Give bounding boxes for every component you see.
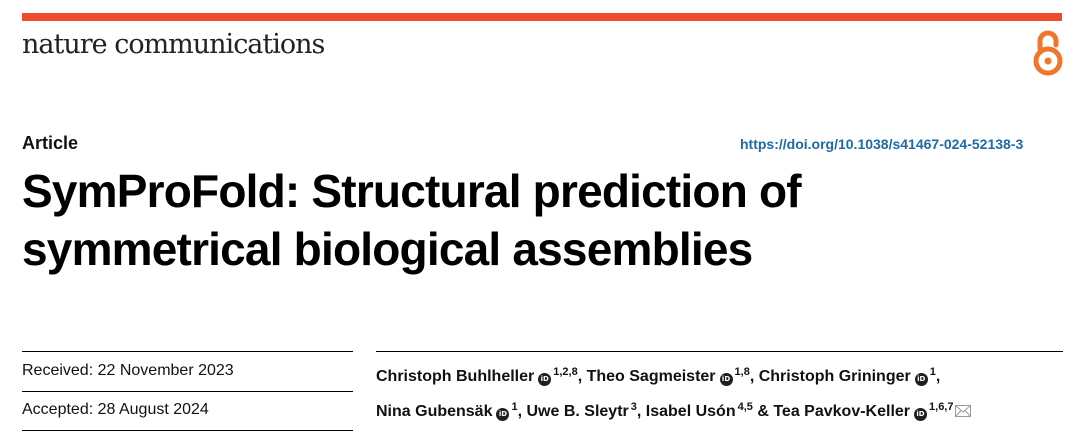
author[interactable]: Isabel Usón 4,5: [645, 401, 753, 420]
author-separator: ,: [935, 368, 941, 385]
accepted-label: Accepted:: [22, 401, 94, 418]
orcid-icon[interactable]: iD: [914, 373, 928, 386]
author-affiliations: 1,2,8: [553, 366, 578, 378]
dates-bottom-rule: [22, 430, 353, 431]
author-name: Christoph Buhlheller: [376, 368, 535, 385]
accepted-value: 28 August 2024: [97, 401, 209, 418]
author-separator: &: [752, 403, 774, 420]
received-value: 22 November 2023: [97, 362, 234, 379]
accepted-date: Accepted: 28 August 2024: [22, 401, 209, 419]
author[interactable]: Uwe B. Sleytr 3: [526, 401, 637, 420]
author-name: Theo Sagmeister: [586, 368, 716, 385]
author-separator: ,: [517, 403, 527, 420]
article-type: Article: [22, 133, 79, 153]
author[interactable]: Christoph Grininger iD1: [758, 366, 936, 386]
author-affiliations: 3: [630, 401, 637, 413]
author-separator: ,: [636, 403, 646, 420]
author-affiliations: 1,6,7: [929, 401, 954, 413]
received-date: Received: 22 November 2023: [22, 362, 234, 380]
envelope-icon[interactable]: [955, 405, 972, 417]
author-name: Uwe B. Sleytr: [526, 403, 629, 420]
author-separator: ,: [577, 368, 587, 385]
dates-top-rule: [22, 351, 353, 352]
journal-accent-bar: [22, 13, 1062, 21]
author-name: Christoph Grininger: [758, 368, 911, 385]
author[interactable]: Theo Sagmeister iD1,8: [586, 366, 750, 386]
authors-top-rule: [376, 351, 1063, 352]
doi-link[interactable]: https://doi.org/10.1038/s41467-024-52138…: [740, 136, 1024, 152]
author[interactable]: Nina Gubensäk iD1: [376, 401, 518, 421]
author-affiliations: 4,5: [737, 401, 753, 413]
author-name: Tea Pavkov-Keller: [773, 403, 911, 420]
author-list: Christoph Buhlheller iD1,2,8, Theo Sagmei…: [376, 357, 1066, 427]
dates-divider: [22, 391, 353, 392]
orcid-icon[interactable]: iD: [496, 408, 510, 421]
author-affiliations: 1: [511, 401, 518, 413]
orcid-icon[interactable]: iD: [914, 408, 928, 421]
article-title-line-2: symmetrical biological assemblies: [22, 223, 753, 275]
journal-name: nature communications: [22, 29, 325, 60]
open-access-icon: [1033, 30, 1063, 76]
author-name: Nina Gubensäk: [376, 403, 493, 420]
author[interactable]: Tea Pavkov-Keller iD1,6,7: [773, 401, 972, 421]
orcid-icon[interactable]: iD: [538, 373, 552, 386]
orcid-icon[interactable]: iD: [719, 373, 733, 386]
received-label: Received:: [22, 362, 94, 379]
author[interactable]: Christoph Buhlheller iD1,2,8: [376, 366, 578, 386]
author-affiliations: 1,8: [734, 366, 750, 378]
author-name: Isabel Usón: [645, 403, 736, 420]
author-separator: ,: [749, 368, 759, 385]
article-title: SymProFold: Structural prediction of sym…: [22, 162, 1022, 278]
author-affiliations: 1: [929, 366, 936, 378]
article-title-line-1: SymProFold: Structural prediction of: [22, 165, 802, 217]
